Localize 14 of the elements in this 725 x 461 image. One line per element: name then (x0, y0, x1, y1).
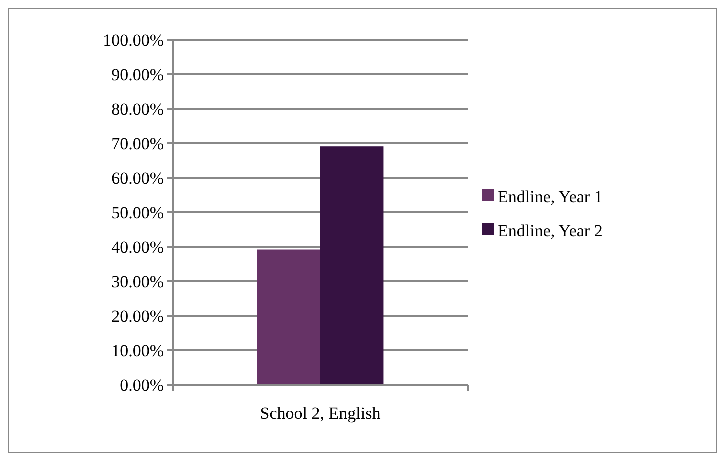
y-tick-label: 40.00% (112, 238, 164, 257)
y-tick-label: 80.00% (112, 100, 164, 119)
y-tick-label: 10.00% (112, 341, 164, 360)
y-tick-label: 50.00% (112, 203, 164, 222)
legend-label: Endline, Year 1 (498, 187, 603, 206)
y-tick-label: 60.00% (112, 168, 164, 188)
legend-label: Endline, Year 2 (498, 221, 603, 240)
y-tick-label: 0.00% (120, 376, 164, 395)
y-tick-label: 90.00% (112, 65, 164, 84)
y-tick-label: 30.00% (112, 272, 164, 292)
y-tick-label: 20.00% (112, 306, 164, 326)
y-tick-label: 100.00% (103, 30, 164, 50)
y-tick-label: 70.00% (112, 134, 164, 154)
x-tick-label: School 2, English (260, 404, 382, 423)
